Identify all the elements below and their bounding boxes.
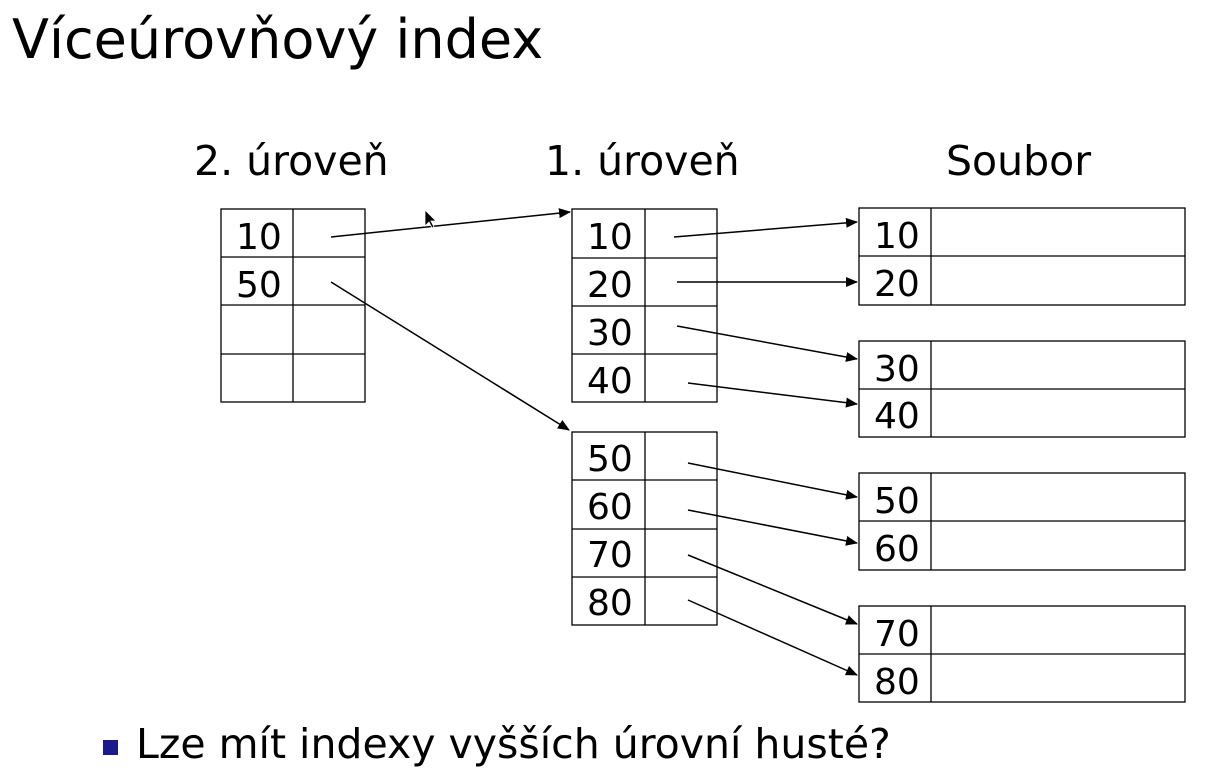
file-record-key: 60 [874,529,920,570]
level2-key: 50 [236,265,282,306]
pointer-arrow [676,325,858,362]
pointer-arrow [330,208,571,238]
file-block: 10 20 [858,207,1186,306]
file-block: 30 40 [858,340,1186,438]
pointer-arrow [687,462,858,500]
level1-key: 40 [587,361,633,402]
level1-key: 60 [587,487,633,528]
pointer-arrow [687,382,858,408]
file-block: 50 60 [858,472,1186,571]
pointer-arrow [673,217,858,238]
file-record-key: 50 [874,481,920,522]
bullet-point: Lze mít indexy vyšších úrovní husté? [103,724,891,765]
file-label: Soubor [946,137,1092,185]
level1-key: 50 [587,439,633,480]
file-record-key: 10 [874,216,920,257]
level2-key: 10 [236,217,282,258]
level2-index-block: 10 50 [220,208,366,403]
mouse-cursor-icon [424,209,437,229]
level1-key: 80 [587,583,633,624]
file-record-key: 30 [874,349,920,390]
slide-title: Víceúrovňový index [12,8,544,71]
level1-index-block: 50 60 70 80 [571,431,718,626]
pointer-arrow [687,599,858,676]
pointer-arrow [330,281,570,431]
bullet-square-icon [103,740,118,755]
bullet-text: Lze mít indexy vyšších úrovní husté? [136,720,891,768]
level1-key: 70 [587,535,633,576]
level1-key: 10 [587,217,633,258]
file-record-key: 40 [874,396,920,437]
file-record-key: 20 [874,264,920,305]
pointer-arrow [687,509,858,546]
file-block: 70 80 [858,605,1186,703]
level1-key: 30 [587,313,633,354]
level1-label: 1. úroveň [545,137,740,185]
file-record-key: 70 [874,614,920,655]
file-record-key: 80 [874,662,920,703]
level1-key: 20 [587,265,633,306]
pointer-arrow [687,554,858,625]
level1-index-block: 10 20 30 40 [571,208,718,403]
level2-label: 2. úroveň [194,137,389,185]
